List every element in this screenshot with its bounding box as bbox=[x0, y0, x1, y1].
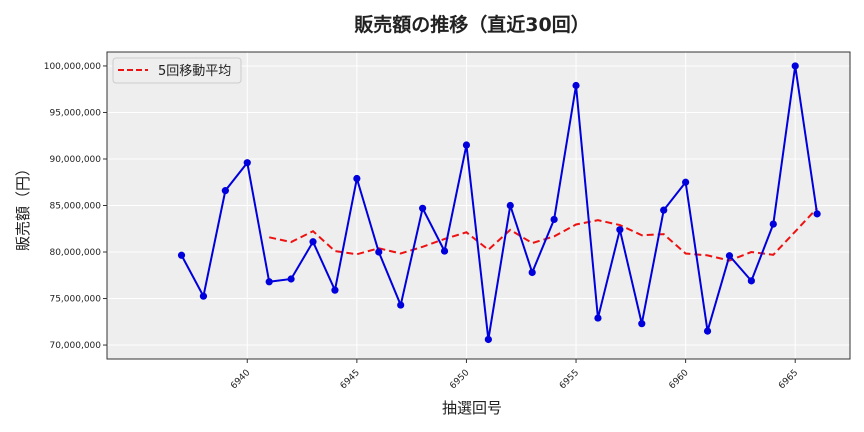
x-axis-label: 抽選回号 bbox=[442, 399, 502, 417]
chart-title: 販売額の推移（直近30回） bbox=[354, 13, 589, 36]
legend-label-moving-average: 5回移動平均 bbox=[158, 64, 231, 79]
sales-marker bbox=[243, 159, 251, 167]
sales-marker bbox=[769, 220, 777, 228]
sales-marker bbox=[287, 275, 295, 283]
legend-box bbox=[112, 57, 242, 84]
sales-marker bbox=[221, 187, 229, 195]
sales-marker bbox=[638, 320, 646, 328]
sales-marker bbox=[199, 292, 208, 300]
sales-marker bbox=[813, 210, 821, 218]
y-tick-label: 95,000,000 bbox=[49, 108, 101, 118]
sales-marker bbox=[660, 206, 668, 214]
y-tick-label: 90,000,000 bbox=[49, 155, 101, 165]
y-tick-label: 70,000,000 bbox=[49, 341, 101, 351]
sales-marker bbox=[353, 174, 361, 183]
sales-marker bbox=[484, 335, 492, 344]
sales-marker bbox=[616, 226, 624, 234]
x-tick-label: 6960 bbox=[667, 368, 690, 391]
sales-marker bbox=[703, 327, 712, 335]
sales-marker bbox=[725, 252, 734, 260]
y-tick-label: 80,000,000 bbox=[49, 248, 101, 258]
sales-marker bbox=[440, 247, 449, 255]
x-tick-label: 6950 bbox=[448, 368, 471, 391]
sales-line bbox=[180, 65, 819, 340]
sales-marker bbox=[419, 204, 427, 212]
x-tick-label: 6945 bbox=[339, 368, 362, 391]
y-tick-label: 85,000,000 bbox=[49, 202, 101, 212]
sales-marker bbox=[177, 251, 186, 259]
sales-marker bbox=[747, 277, 755, 285]
sales-marker bbox=[397, 301, 405, 309]
sales-series bbox=[177, 62, 821, 344]
y-axis-ticks: 70,000,000 75,000,000 80,000,000 85,000,000… bbox=[44, 62, 107, 351]
sales-marker bbox=[331, 286, 339, 294]
sales-marker bbox=[506, 201, 514, 210]
sales-marker bbox=[682, 178, 690, 186]
x-tick-label: 6940 bbox=[229, 368, 252, 391]
moving-average-series bbox=[268, 207, 818, 262]
sales-marker bbox=[594, 314, 602, 322]
y-tick-label: 75,000,000 bbox=[49, 295, 101, 305]
y-tick-label: 100,000,000 bbox=[44, 62, 102, 72]
sales-marker bbox=[791, 62, 799, 70]
sales-marker bbox=[550, 215, 558, 224]
sales-marker bbox=[309, 238, 317, 246]
sales-marker bbox=[528, 268, 536, 277]
sales-marker bbox=[572, 81, 580, 90]
x-tick-label: 6965 bbox=[777, 368, 800, 391]
x-axis-ticks: 6940 6945 6950 6955 6960 6965 bbox=[229, 359, 800, 391]
sales-marker bbox=[375, 248, 383, 256]
x-tick-label: 6955 bbox=[558, 368, 581, 391]
sales-marker bbox=[462, 141, 471, 149]
sales-marker bbox=[265, 278, 273, 286]
y-axis-label: 販売額（円） bbox=[14, 161, 32, 251]
moving-average-line bbox=[268, 207, 818, 262]
legend: 5回移動平均 bbox=[112, 57, 242, 84]
